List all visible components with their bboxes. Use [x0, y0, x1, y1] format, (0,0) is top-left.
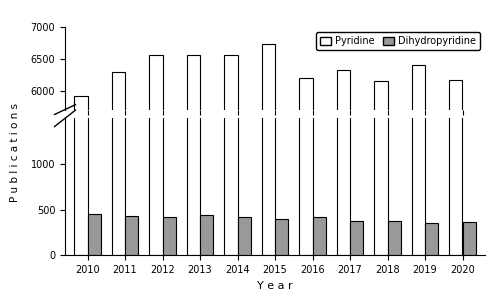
Bar [187, 55, 200, 304]
Bar [374, 81, 388, 304]
Bar [112, 72, 125, 304]
Bar [224, 0, 237, 255]
Bar [275, 219, 288, 255]
Text: P u b l i c a t i o n s: P u b l i c a t i o n s [10, 102, 20, 202]
Bar [300, 78, 312, 304]
Bar [374, 0, 388, 255]
Bar [412, 0, 425, 255]
Bar [337, 70, 350, 304]
Bar [150, 0, 162, 255]
Bar [187, 0, 200, 255]
Bar [74, 96, 88, 304]
Bar [125, 216, 138, 255]
Bar [112, 0, 125, 255]
Bar [150, 55, 162, 304]
Bar [74, 0, 88, 255]
Bar [337, 0, 350, 255]
Bar [162, 216, 175, 255]
Bar [224, 54, 237, 304]
Bar [450, 80, 462, 304]
Bar [262, 44, 275, 304]
Bar [425, 223, 438, 255]
Bar [262, 0, 275, 255]
Bar [350, 221, 363, 255]
Bar [200, 215, 213, 255]
Bar [412, 65, 425, 304]
Legend: Pyridine, Dihydropyridine: Pyridine, Dihydropyridine [316, 32, 480, 50]
Bar [312, 217, 326, 255]
Bar [88, 214, 101, 255]
Bar [388, 221, 400, 255]
Bar [462, 222, 475, 255]
Bar [238, 217, 250, 255]
X-axis label: Y e a r: Y e a r [257, 281, 293, 291]
Bar [450, 0, 462, 255]
Bar [300, 0, 312, 255]
